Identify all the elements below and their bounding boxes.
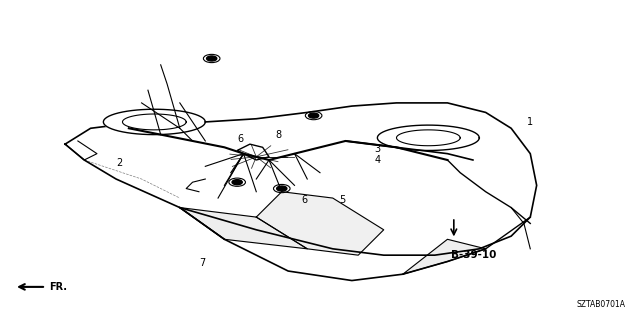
Text: 2: 2 xyxy=(116,158,122,168)
Text: SZTAB0701A: SZTAB0701A xyxy=(577,300,626,309)
Polygon shape xyxy=(180,208,307,249)
Polygon shape xyxy=(378,125,479,150)
Polygon shape xyxy=(104,109,205,135)
Text: 6: 6 xyxy=(301,195,307,205)
Polygon shape xyxy=(256,192,384,255)
Text: 6: 6 xyxy=(237,134,243,144)
Circle shape xyxy=(276,186,287,191)
Circle shape xyxy=(207,56,217,61)
Text: 5: 5 xyxy=(339,195,346,205)
Text: 3: 3 xyxy=(374,144,380,154)
Text: 8: 8 xyxy=(275,130,282,140)
Text: B-39-10: B-39-10 xyxy=(451,250,496,260)
Text: 7: 7 xyxy=(199,258,205,268)
Circle shape xyxy=(232,180,243,185)
Polygon shape xyxy=(403,239,486,274)
Text: 1: 1 xyxy=(527,117,533,127)
Circle shape xyxy=(308,113,319,118)
Text: FR.: FR. xyxy=(49,282,67,292)
Text: 4: 4 xyxy=(374,155,380,165)
